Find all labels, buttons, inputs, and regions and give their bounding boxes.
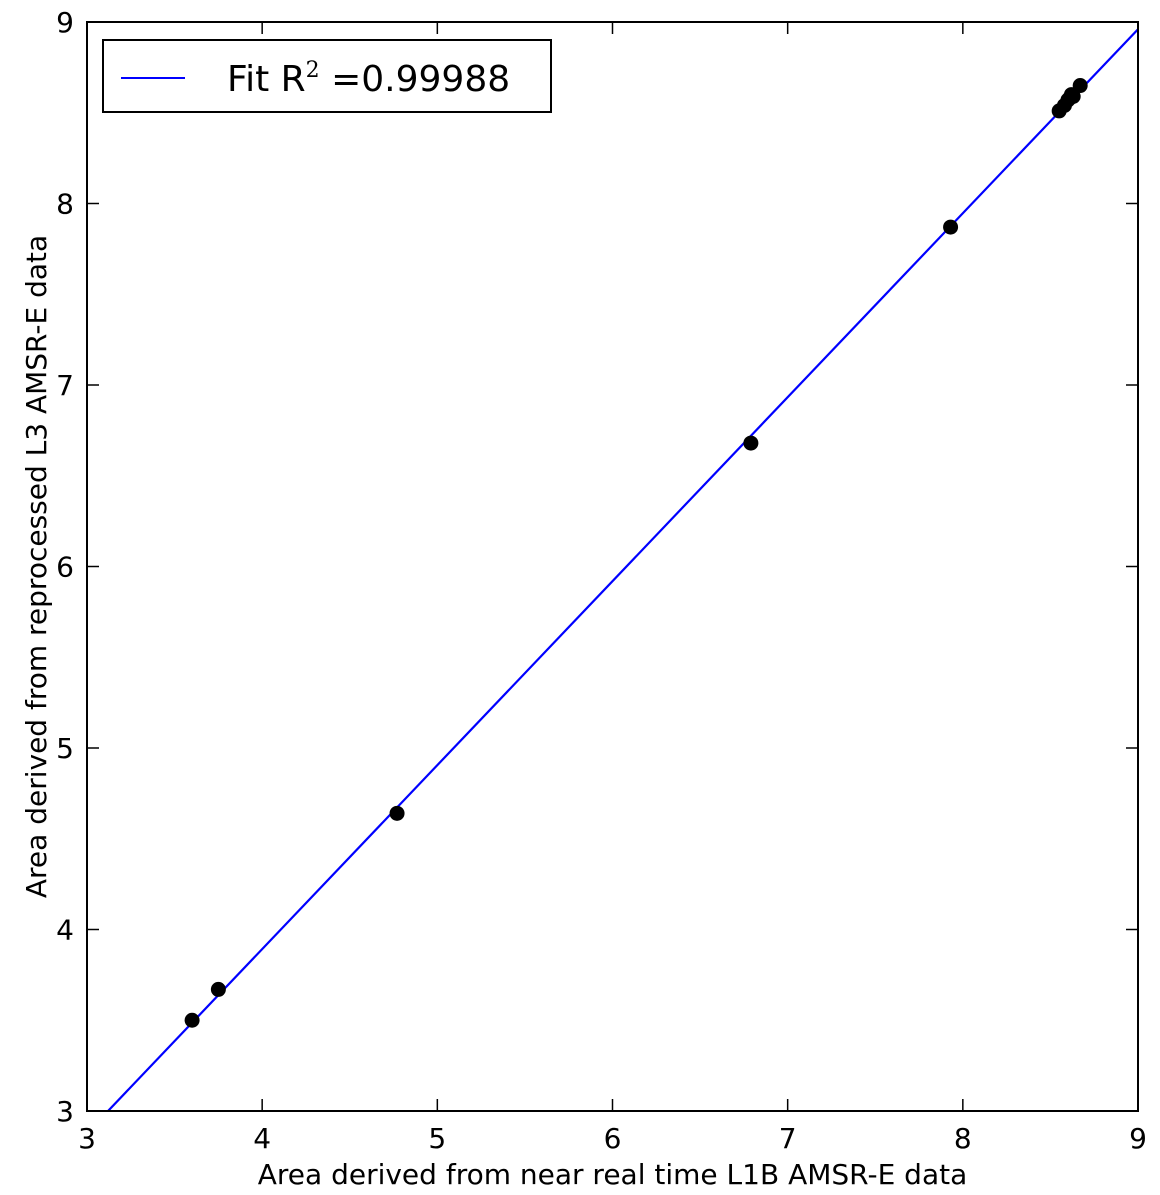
x-tick-label: 7	[779, 1122, 797, 1155]
data-point	[184, 1012, 200, 1028]
y-tick-label: 7	[56, 369, 74, 402]
data-point	[1072, 78, 1088, 94]
legend: Fit R2 =0.99988	[102, 39, 552, 113]
y-tick-label: 8	[56, 188, 74, 221]
legend-label-prefix: Fit R	[227, 59, 306, 100]
y-tick-label: 5	[56, 732, 74, 765]
data-point	[1065, 88, 1081, 104]
x-tick-label: 8	[954, 1122, 972, 1155]
fit-line	[107, 28, 1138, 1111]
x-axis-label: Area derived from near real time L1B AMS…	[258, 1158, 968, 1191]
y-tick-label: 6	[56, 551, 74, 584]
y-tick-label: 4	[56, 914, 74, 947]
y-tick-label: 3	[56, 1095, 74, 1128]
data-point	[743, 435, 759, 451]
data-point	[943, 219, 959, 235]
x-tick-label: 4	[253, 1122, 271, 1155]
data-point	[210, 981, 226, 997]
legend-box	[102, 39, 552, 113]
y-tick-label: 9	[56, 6, 74, 39]
x-tick-label: 5	[428, 1122, 446, 1155]
y-axis-label: Area derived from reprocessed L3 AMSR-E …	[20, 235, 53, 898]
legend-label-superscript: 2	[306, 58, 320, 83]
data-point	[389, 805, 405, 821]
x-tick-label: 9	[1129, 1122, 1147, 1155]
plot-area-frame	[86, 21, 1139, 1112]
legend-label: Fit R2 =0.99988	[227, 58, 510, 100]
x-tick-label: 3	[78, 1122, 96, 1155]
x-tick-label: 6	[604, 1122, 622, 1155]
legend-label-suffix: =0.99988	[320, 59, 510, 100]
